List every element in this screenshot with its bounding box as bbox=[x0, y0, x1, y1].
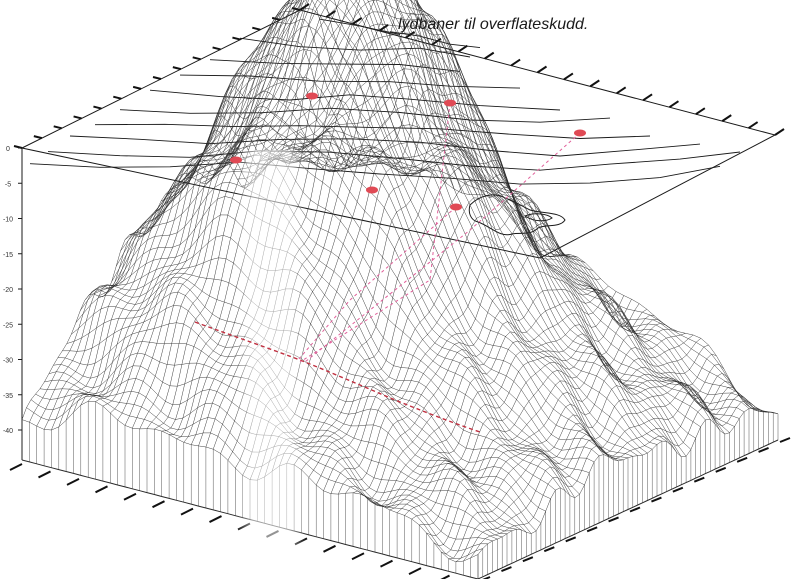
base-tick bbox=[351, 552, 365, 561]
plane-tick bbox=[192, 56, 201, 61]
base-tick bbox=[209, 515, 222, 523]
highlight-band bbox=[236, 150, 306, 579]
base-tick bbox=[736, 456, 748, 463]
depth-axis: 0 -5 -10 -15 -20 -25 -30 -35 -40 bbox=[3, 146, 23, 460]
base-tick bbox=[180, 507, 194, 516]
plane-tick bbox=[616, 86, 627, 95]
contour-line bbox=[94, 123, 651, 139]
base-tick bbox=[380, 559, 393, 568]
plane-tick bbox=[510, 58, 521, 67]
depth-axis-ticks: 0 -5 -10 -15 -20 -25 -30 -35 -40 bbox=[3, 146, 22, 435]
base-tick bbox=[522, 556, 534, 563]
ray-path bbox=[304, 132, 581, 363]
ray-paths bbox=[297, 102, 581, 363]
ray-path bbox=[297, 206, 457, 361]
base-tick bbox=[715, 466, 727, 473]
plane-tick bbox=[53, 125, 62, 130]
base-tick bbox=[95, 485, 108, 494]
mesh-skirt bbox=[21, 401, 779, 579]
contour-line bbox=[119, 107, 611, 123]
shot-marker bbox=[444, 99, 456, 107]
plane-tick bbox=[642, 93, 653, 102]
depth-tick-label: -10 bbox=[3, 217, 13, 224]
plane-tick bbox=[457, 44, 468, 53]
plane-tick bbox=[695, 107, 706, 115]
base-tick bbox=[9, 463, 23, 471]
depth-tick-label: -15 bbox=[3, 252, 13, 259]
base-tick bbox=[543, 546, 555, 553]
plane-tick bbox=[212, 46, 221, 51]
base-tick bbox=[565, 536, 577, 543]
plane-tick bbox=[325, 10, 336, 18]
mesh-base-outline bbox=[21, 439, 779, 579]
plane-tick bbox=[748, 121, 759, 129]
contour-line bbox=[29, 161, 721, 185]
base-tick bbox=[586, 526, 598, 533]
depth-tick-label: -20 bbox=[3, 287, 13, 294]
base-tick bbox=[323, 544, 336, 553]
base-tick bbox=[66, 477, 80, 486]
contour-line bbox=[389, 31, 481, 49]
plane-tick bbox=[152, 76, 162, 80]
coastline bbox=[468, 194, 566, 236]
shot-marker bbox=[230, 156, 242, 164]
plane-tick bbox=[252, 26, 261, 31]
shot-marker bbox=[450, 203, 462, 211]
contour-line bbox=[69, 135, 701, 157]
base-tick bbox=[693, 476, 705, 483]
plane-tick bbox=[113, 95, 122, 100]
contour-plane-ticks bbox=[13, 3, 785, 149]
plane-tick bbox=[73, 115, 82, 120]
depth-tick-label: 0 bbox=[6, 146, 10, 153]
depth-tick-label: -40 bbox=[3, 428, 13, 435]
plane-tick bbox=[93, 105, 102, 110]
plane-tick bbox=[589, 79, 600, 88]
depth-tick-label: -35 bbox=[3, 393, 13, 400]
contour-line bbox=[319, 18, 401, 35]
depth-tick-label: -25 bbox=[3, 322, 13, 329]
seabed-track bbox=[194, 321, 481, 433]
plane-tick bbox=[536, 65, 548, 74]
plane-tick bbox=[668, 100, 679, 109]
contour-line bbox=[47, 150, 741, 171]
base-tick bbox=[672, 486, 684, 493]
base-tick bbox=[152, 500, 165, 509]
shot-markers bbox=[230, 92, 586, 211]
plane-tick bbox=[484, 51, 495, 60]
plane-tick bbox=[232, 36, 241, 41]
mesh-grid-lines bbox=[21, 0, 779, 563]
depth-tick-label: -5 bbox=[5, 181, 11, 188]
shot-marker bbox=[574, 129, 586, 137]
base-tick bbox=[123, 492, 137, 501]
shot-marker bbox=[306, 92, 318, 100]
plane-tick bbox=[774, 128, 785, 136]
base-tick bbox=[779, 437, 791, 443]
contour-line bbox=[149, 89, 561, 111]
plane-tick bbox=[172, 66, 182, 71]
base-tick bbox=[38, 470, 51, 479]
terrain-mesh bbox=[21, 0, 779, 563]
base-tick bbox=[501, 566, 512, 572]
plane-tick bbox=[563, 72, 574, 81]
shot-marker bbox=[366, 186, 378, 194]
base-tick bbox=[608, 516, 619, 523]
base-tick bbox=[482, 576, 491, 579]
base-tick bbox=[408, 567, 422, 576]
plane-tick bbox=[33, 135, 43, 140]
mesh-skirt-lines bbox=[21, 401, 779, 579]
caption-line-main: lydbaner til overflateskudd. bbox=[398, 16, 589, 33]
plane-tick bbox=[132, 85, 142, 90]
base-tick bbox=[758, 447, 769, 453]
base-tick bbox=[651, 496, 662, 503]
base-tick bbox=[440, 574, 450, 579]
plane-tick bbox=[721, 114, 732, 122]
plane-tick bbox=[352, 17, 363, 25]
base-tick bbox=[629, 506, 641, 513]
depth-tick-label: -30 bbox=[3, 358, 13, 365]
